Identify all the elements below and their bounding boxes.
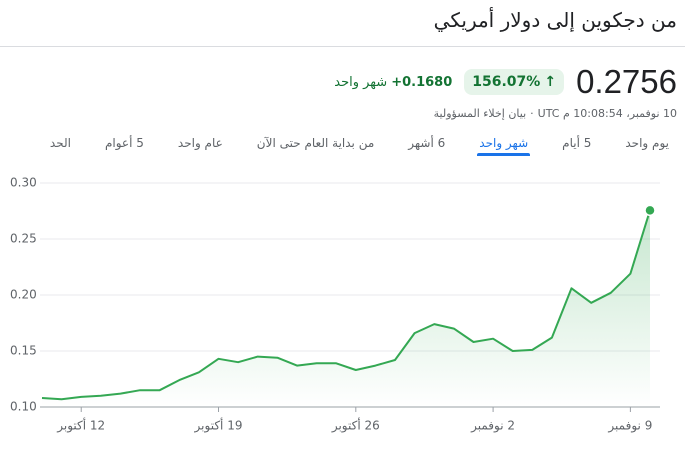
tab[interactable]: شهر واحد: [477, 132, 531, 156]
quote: 0.2756 156.07% ↑ +0.1680 شهر واحد: [334, 62, 677, 102]
last-point: [644, 204, 656, 217]
y-tick-label: 0.30: [10, 176, 37, 190]
x-tick-label: 2 نوفمبر: [470, 419, 515, 434]
tab[interactable]: عام واحد: [177, 136, 223, 150]
chart: 0.10 0.15 0.20 0.25 0.30 12 أكتوبر 19 أكتوبر 26…: [10, 176, 660, 434]
tab[interactable]: يوم واحد: [625, 136, 669, 150]
y-tick-label: 0.15: [10, 344, 37, 358]
tab[interactable]: من بداية العام حتى الآن: [256, 136, 375, 150]
line: [41, 210, 651, 401]
tab[interactable]: 6 أشهر: [408, 136, 446, 150]
dot: ·: [530, 107, 534, 120]
x-tick-label: 12 أكتوبر: [56, 418, 105, 434]
price: 0.2756: [576, 63, 677, 100]
x-tick-label: 19 أكتوبر: [194, 418, 243, 434]
change-value: +0.1680: [391, 74, 453, 90]
arrow: ↑: [544, 74, 557, 90]
change-pill: 156.07% ↑: [464, 69, 565, 95]
period: شهر واحد: [334, 74, 388, 90]
tab[interactable]: الحد: [49, 136, 71, 150]
y-tick-label: 0.25: [10, 232, 37, 246]
area: [42, 210, 650, 407]
title: من دجكوين إلى دولار أمريكي: [433, 8, 677, 32]
timestamp-row: 10 نوفمبر، 10:08:54 م UTC · بيان إخلاء ا…: [434, 107, 677, 120]
timestamp: 10 نوفمبر، 10:08:54 م UTC: [537, 107, 677, 120]
tabs: يوم واحد 5 أيام شهر واحد 6 أشهر من بداية الع…: [48, 132, 671, 156]
tab[interactable]: 5 أيام: [562, 136, 592, 150]
tab[interactable]: 5 أعوام: [104, 136, 144, 150]
disclaimer[interactable]: بيان إخلاء المسؤولية: [433, 107, 527, 120]
y-tick-label: 0.20: [10, 288, 37, 302]
x-tick-label: 26 أكتوبر: [331, 418, 380, 434]
y-tick-label: 0.10: [10, 400, 37, 414]
change-percent: 156.07%: [472, 74, 541, 90]
separator: [0, 46, 685, 47]
change: +0.1680 شهر واحد: [334, 75, 452, 90]
x-tick-label: 9 نوفمبر: [607, 419, 652, 434]
